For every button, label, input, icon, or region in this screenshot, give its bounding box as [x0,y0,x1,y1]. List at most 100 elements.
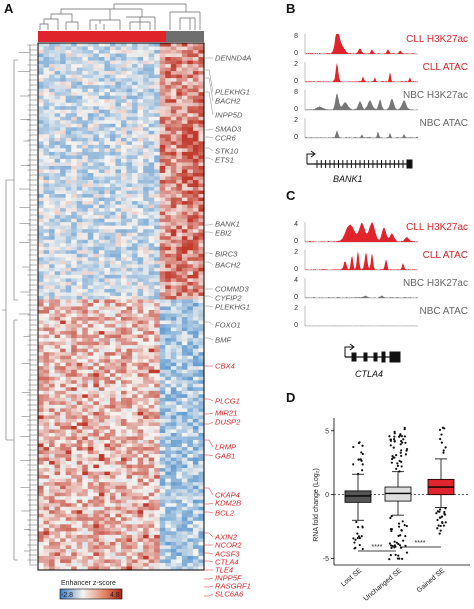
track-signal [305,251,418,270]
nbc-gene-label: PLEKHG1 [215,303,250,312]
nbc-gene-label: BANK1 [215,220,240,229]
track-ymin: 0 [294,266,298,273]
cll-leader [204,594,213,596]
cll-leader [204,578,213,579]
cll-gene-label: DUSP2 [215,418,241,427]
nbc-gene-label: INPP5D [215,111,243,120]
cll-leader [204,561,213,562]
box-unchanged-se [385,427,411,561]
nbc-leader [204,296,213,298]
track-ymax: 4 [294,221,298,228]
cll-leader [204,455,213,456]
track-label: CLL ATAC [423,250,468,261]
cll-gene-label: NCOR2 [215,541,242,550]
track-ymax: 8 [294,89,298,96]
sig-label-2: **** [415,540,426,547]
cll-gene-label: CBX4 [215,362,235,371]
track-cll-atac: 2 0 CLL ATAC [294,61,468,85]
track-ymax: 2 [294,305,298,312]
track-signal [305,296,418,298]
nbc-leader [204,262,213,265]
cll-gene-label: BCL2 [215,509,235,518]
cll-leader [204,413,213,414]
panel-a-label: A [4,1,14,16]
cll-leader [204,399,213,401]
box-lost-se [345,441,371,550]
cll-gene-label: MIR21 [215,409,237,418]
legend-title: Enhancer z-score [61,580,116,587]
track-ymin: 0 [294,294,298,301]
track-signal [305,130,418,138]
nbc-gene-label: BACH2 [215,97,241,106]
track-ymin: 0 [294,106,298,113]
group-bar-cll [38,31,166,42]
nbc-leader [204,253,213,254]
legend-max: 4.8 [110,592,120,599]
cll-gene-label: SLC6A6 [215,590,244,599]
cll-leader [204,586,213,587]
nbc-leader [204,148,213,151]
nbc-leader [204,70,213,92]
nbc-gene-label: STK10 [215,147,239,156]
cll-gene-label: PLCG1 [215,397,240,406]
nbc-gene-label: ETS1 [215,156,234,165]
nbc-leader [204,129,213,130]
nbc-gene-label: PLEKHG1 [215,88,250,97]
gene-label-list: DENND4APLEKHG1BACH2INPP5DSMAD3CCR6STK10E… [204,54,251,599]
cll-leader [204,488,213,495]
track-ymin: 0 [294,134,298,141]
x-tick-label: Unchanged SE [363,567,404,603]
track-signal [305,63,418,82]
nbc-gene-label: DENND4A [215,54,251,63]
nbc-leader [204,137,213,138]
cll-leader [204,440,213,447]
bank1-gene-name: BANK1 [333,174,363,184]
nbc-gene-label: CCR6 [215,134,236,143]
ctla4-gene-model [345,344,400,362]
y-tick-label: -5 [323,556,329,563]
nbc-leader [204,158,213,160]
x-tick-label: Gained SE [416,567,447,594]
box-gained-se [428,427,454,535]
bank1-gene-model [307,151,412,168]
nbc-gene-label: BMF [215,336,231,345]
panel-c-label: C [286,188,296,203]
track-label: NBC ATAC [419,306,468,317]
track-nbc-h3k27ac: 8 0 NBC H3K27ac [294,89,468,113]
track-signal [305,93,418,110]
legend-min: -2.8 [61,592,73,599]
track-label: CLL ATAC [423,62,468,73]
cll-leader [204,422,213,424]
track-label: NBC H3K27ac [403,90,468,101]
nbc-leader [204,322,213,325]
y-tick-label: 5 [325,428,329,435]
sig-label-1: **** [372,544,383,551]
cll-leader [204,553,213,554]
track-ymax: 2 [294,61,298,68]
nbc-gene-label: BIRC3 [215,250,238,259]
ctla4-gene-name: CTLA4 [355,369,383,379]
cll-leader [204,533,213,537]
x-tick-label: Lost SE [340,567,364,588]
nbc-leader [204,92,213,115]
nbc-gene-label: COMMD3 [215,285,250,294]
nbc-leader [204,78,213,101]
cll-leader [204,503,213,504]
cll-gene-label: LRMP [215,443,237,452]
track-ymin: 0 [294,50,298,57]
track-ymin: 0 [294,238,298,245]
group-bar-nbc [166,31,204,42]
track-label: CLL H3K27ac [406,34,468,45]
y-tick-label: 0 [325,492,329,499]
cll-gene-label: KDM2B [215,499,241,508]
track-ymin: 0 [294,78,298,85]
track-ymax: 2 [294,117,298,124]
nbc-leader [204,232,213,233]
track-label: NBC H3K27ac [403,278,468,289]
